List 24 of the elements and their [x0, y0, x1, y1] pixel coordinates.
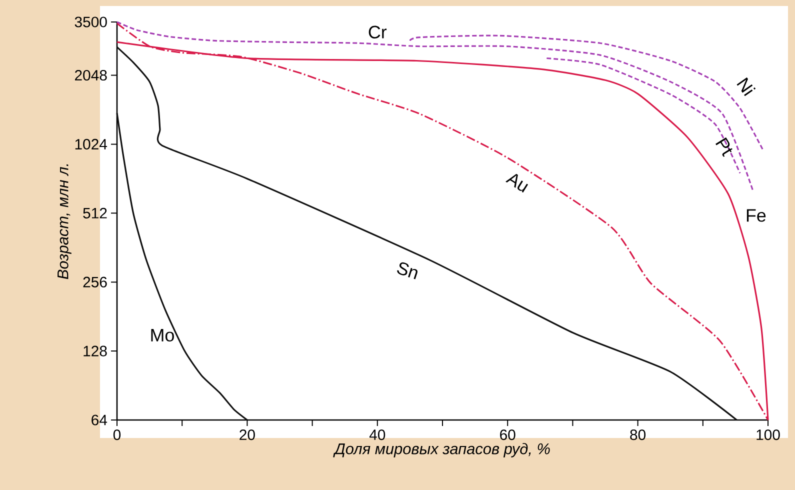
- series-label: Fe: [746, 209, 766, 222]
- y-tick-label: 2048: [74, 70, 107, 81]
- y-tick-label: 512: [83, 208, 107, 218]
- x-tick-label: 60: [500, 429, 516, 440]
- x-tick-label: 20: [240, 429, 255, 440]
- text: Ni: [736, 77, 756, 96]
- line-series: [116, 112, 248, 421]
- y-axis-title: Возраст, млн л.: [58, 164, 72, 280]
- line-series: [116, 21, 754, 192]
- series-label: Cr: [368, 26, 387, 38]
- y-tick-label: 3500: [74, 16, 107, 28]
- y-tick-label: 1024: [75, 138, 108, 150]
- y-tick-label: 64: [92, 414, 108, 426]
- series-label: Mo: [151, 329, 174, 342]
- x-tick-label: 0: [113, 429, 121, 440]
- x-tick-label: 40: [369, 429, 386, 440]
- text: Pt: [716, 137, 732, 157]
- x-tick-label: 80: [630, 429, 646, 440]
- x-tick-label: 100: [756, 429, 780, 440]
- y-tick-label: 128: [84, 346, 107, 356]
- y-tick-label: 256: [83, 276, 107, 288]
- text: Au: [506, 174, 528, 193]
- text: Sn: [397, 262, 418, 280]
- x-axis-title: Доля мировых запасов руд, %: [333, 442, 550, 458]
